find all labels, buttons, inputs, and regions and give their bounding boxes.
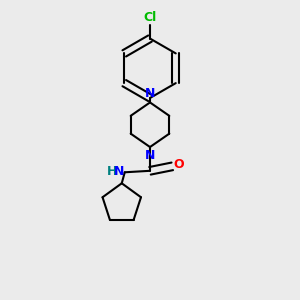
Text: N: N xyxy=(113,166,124,178)
Text: N: N xyxy=(145,149,155,162)
Text: N: N xyxy=(145,87,155,101)
Text: H: H xyxy=(107,165,117,178)
Text: O: O xyxy=(173,158,184,171)
Text: Cl: Cl xyxy=(143,11,157,24)
